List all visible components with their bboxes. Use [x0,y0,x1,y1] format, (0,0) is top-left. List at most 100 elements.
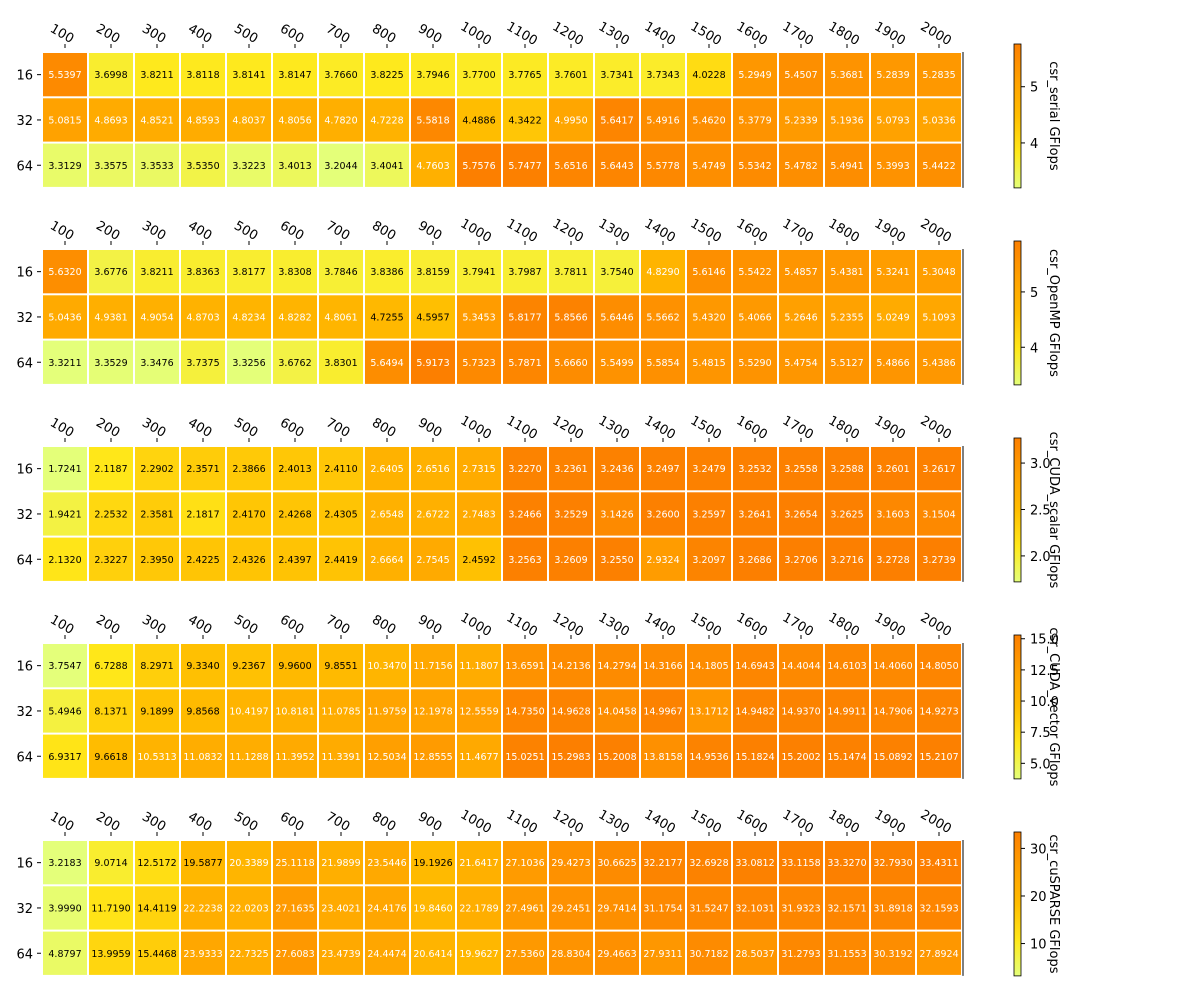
x-tick-label: 900 [415,415,444,440]
heatmap-cell [549,689,593,733]
heatmap-cell [825,537,869,581]
cell-value-label: 9.8551 [324,661,357,672]
heatmap-panel-2: 100 200 300 400 500 600 700 800 900 1000 1100 1200 1… [16,216,1061,386]
cell-value-label: 5.5499 [600,358,633,369]
x-tick-label: 200 [93,21,122,46]
x-tick-label: 300 [139,612,168,637]
colorbar-tick-label: 7.5 [1030,726,1051,741]
cell-value-label: 3.1603 [876,509,909,520]
heatmap-cell [319,886,363,930]
heatmap-cell [779,98,823,142]
y-tick-label: 32 [16,114,33,129]
heatmap-cell [89,886,133,930]
cell-value-label: 3.7941 [462,267,495,278]
cell-value-label: 12.1978 [413,706,452,717]
heatmap-cell [411,250,455,294]
cell-value-label: 23.5446 [367,858,406,869]
cell-value-label: 24.4176 [367,903,406,914]
cell-value-label: 2.3950 [140,555,173,566]
cell-value-label: 3.2550 [600,555,633,566]
cell-value-label: 31.2793 [781,949,820,960]
heatmap-cell [779,143,823,187]
colorbar [1013,240,1022,386]
cell-value-label: 9.1899 [140,706,173,717]
heatmap-cell [641,492,685,536]
cell-value-label: 5.4941 [830,161,863,172]
x-tick-label: 1900 [872,413,908,443]
cell-value-label: 14.9536 [689,752,728,763]
heatmap-cell [273,841,317,885]
x-tick-label: 800 [369,415,398,440]
heatmap-cell [365,931,409,975]
cell-value-label: 14.9911 [827,706,866,717]
heatmap-cell [135,537,179,581]
cell-value-label: 3.1426 [600,509,633,520]
heatmap-cell [825,886,869,930]
heatmap-cell [43,447,87,491]
cell-value-label: 12.5559 [459,706,498,717]
heatmap-cell [917,537,961,581]
cell-value-label: 4.7603 [416,161,449,172]
heatmap-cell [917,98,961,142]
cell-value-label: 4.8693 [94,115,127,126]
heatmap-cell [135,689,179,733]
cell-value-label: 12.5172 [137,858,176,869]
cell-value-label: 19.1926 [413,858,452,869]
x-tick-label: 1300 [596,610,632,640]
cell-value-label: 4.7228 [370,115,403,126]
cell-value-label: 5.4866 [876,358,909,369]
heatmap-cell [871,931,915,975]
heatmap-cell [779,689,823,733]
cell-value-label: 3.2479 [692,464,725,475]
cell-value-label: 23.9333 [183,949,222,960]
cell-value-label: 5.5778 [646,161,679,172]
heatmap-cell [411,98,455,142]
heatmap-cell [319,537,363,581]
heatmap-cell [365,841,409,885]
cell-value-label: 3.2609 [554,555,587,566]
heatmap-cell [411,143,455,187]
cell-value-label: 2.3571 [186,464,219,475]
x-tick-label: 1300 [596,216,632,246]
x-tick-label: 700 [323,218,352,243]
cell-value-label: 2.3581 [140,509,173,520]
x-tick-label: 1900 [872,19,908,49]
cell-value-label: 3.5350 [186,161,219,172]
cell-value-label: 3.6998 [94,70,127,81]
heatmap-cell [457,143,501,187]
cell-value-label: 14.9967 [643,706,682,717]
heatmap-cell [503,886,547,930]
cell-value-label: 4.8234 [232,312,265,323]
x-tick-label: 1900 [872,216,908,246]
heatmap-cell [687,143,731,187]
heatmap-cell [227,537,271,581]
cell-value-label: 22.7325 [229,949,268,960]
heatmap-cell [89,931,133,975]
cell-value-label: 5.0815 [48,115,81,126]
cell-value-label: 4.9054 [140,312,173,323]
x-tick-label: 1100 [504,19,540,49]
cell-value-label: 3.8141 [232,70,265,81]
cell-value-label: 3.1504 [922,509,955,520]
heatmap-cell [227,250,271,294]
cell-value-label: 1.7241 [48,464,81,475]
heatmap-cell [273,644,317,688]
x-tick-label: 1200 [550,19,586,49]
heatmap-cell [687,644,731,688]
heatmap-cell [595,447,639,491]
heatmap-cell [365,250,409,294]
cell-value-label: 11.1288 [229,752,268,763]
heatmap-cell [595,53,639,97]
heatmap-cell [365,689,409,733]
x-tick-label: 2000 [918,19,954,49]
cell-value-label: 4.7820 [324,115,357,126]
cell-value-label: 19.9627 [459,949,498,960]
x-tick-label: 2000 [918,610,954,640]
cell-value-label: 3.2532 [738,464,771,475]
y-tick-label: 64 [16,750,33,765]
heatmap-cell [319,53,363,97]
heatmap-cell [917,492,961,536]
cell-value-label: 5.3048 [922,267,955,278]
heatmap-cell [641,886,685,930]
cell-value-label: 15.2008 [597,752,636,763]
